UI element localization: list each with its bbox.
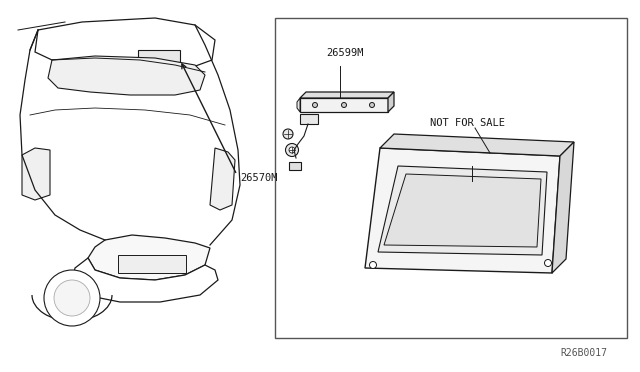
Text: NOT FOR SALE: NOT FOR SALE (430, 118, 505, 128)
Circle shape (283, 129, 293, 139)
Polygon shape (72, 258, 218, 302)
Text: R26B0017: R26B0017 (560, 348, 607, 358)
Circle shape (285, 144, 298, 157)
Polygon shape (22, 148, 50, 200)
Polygon shape (365, 148, 560, 273)
Polygon shape (297, 98, 300, 112)
Text: 26599M: 26599M (326, 48, 364, 58)
Polygon shape (35, 18, 215, 68)
Circle shape (545, 260, 552, 266)
Circle shape (369, 103, 374, 108)
Polygon shape (378, 166, 547, 255)
Circle shape (312, 103, 317, 108)
Bar (138, 50, 180, 62)
Text: 26570M: 26570M (240, 173, 278, 183)
Polygon shape (88, 235, 210, 280)
Polygon shape (300, 92, 394, 98)
Circle shape (44, 270, 100, 326)
Polygon shape (300, 98, 388, 112)
Polygon shape (388, 92, 394, 112)
Circle shape (289, 147, 295, 153)
Polygon shape (48, 56, 205, 95)
Circle shape (369, 262, 376, 269)
Circle shape (54, 280, 90, 316)
Bar (289, 162, 301, 170)
Polygon shape (210, 148, 235, 210)
Circle shape (342, 103, 346, 108)
Bar (118, 255, 186, 273)
Polygon shape (552, 142, 574, 273)
Bar (300, 114, 318, 124)
Polygon shape (380, 134, 574, 156)
Polygon shape (384, 174, 541, 247)
Bar (275, 18, 627, 338)
